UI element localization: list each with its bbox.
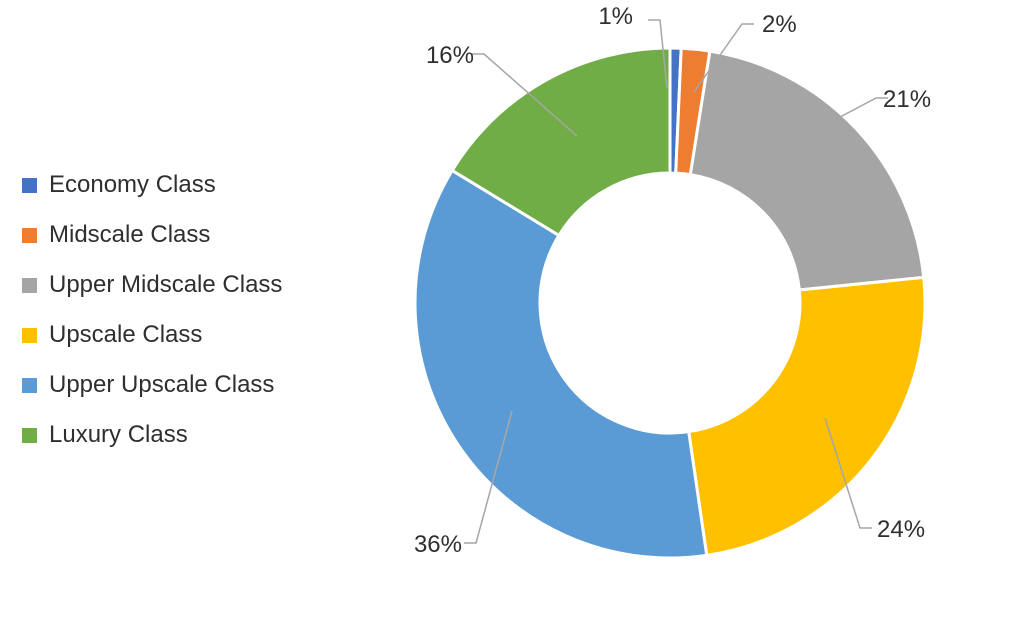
- legend-label-economy: Economy Class: [49, 171, 216, 198]
- legend-item-economy: Economy Class: [22, 160, 352, 210]
- data-label-upscale: 24%: [877, 516, 925, 543]
- legend-item-luxury: Luxury Class: [22, 410, 352, 460]
- slice-upscale: [687, 275, 927, 558]
- legend-item-upper-midscale: Upper Midscale Class: [22, 260, 352, 310]
- legend-label-luxury: Luxury Class: [49, 421, 188, 448]
- legend-label-upscale: Upscale Class: [49, 321, 203, 348]
- legend-label-midscale: Midscale Class: [49, 221, 211, 248]
- data-label-upper-upscale: 36%: [414, 531, 462, 558]
- legend-item-upper-upscale: Upper Upscale Class: [22, 360, 352, 410]
- leader-line-upscale: [824, 417, 872, 529]
- leader-line-upper-midscale: [809, 97, 888, 134]
- data-label-midscale: 2%: [762, 11, 797, 38]
- leader-line-economy: [648, 19, 668, 89]
- leader-line-luxury: [472, 53, 578, 137]
- leader-line-midscale: [693, 23, 754, 93]
- legend-swatch-upscale: [22, 327, 37, 343]
- legend-swatch-luxury: [22, 427, 37, 443]
- data-label-luxury: 16%: [426, 42, 474, 69]
- legend-item-midscale: Midscale Class: [22, 210, 352, 260]
- slice-upper-midscale: [688, 49, 926, 292]
- legend-label-upper-midscale: Upper Midscale Class: [49, 271, 283, 298]
- data-label-economy: 1%: [598, 3, 633, 30]
- legend-item-upscale: Upscale Class: [22, 310, 352, 360]
- legend-label-upper-upscale: Upper Upscale Class: [49, 371, 275, 398]
- legend-swatch-upper-upscale: [22, 377, 37, 393]
- legend-swatch-midscale: [22, 227, 37, 243]
- legend-swatch-economy: [22, 177, 37, 193]
- data-label-upper-midscale: 21%: [883, 86, 931, 113]
- donut-slices: [413, 46, 927, 560]
- legend: Economy Class Midscale Class Upper Midsc…: [22, 160, 352, 460]
- data-labels: 1% 2% 21% 24% 36% 16%: [414, 3, 931, 558]
- slice-upper-upscale: [413, 168, 709, 560]
- leader-line-upper-upscale: [464, 410, 513, 544]
- legend-swatch-upper-midscale: [22, 277, 37, 293]
- leader-lines: [464, 19, 888, 544]
